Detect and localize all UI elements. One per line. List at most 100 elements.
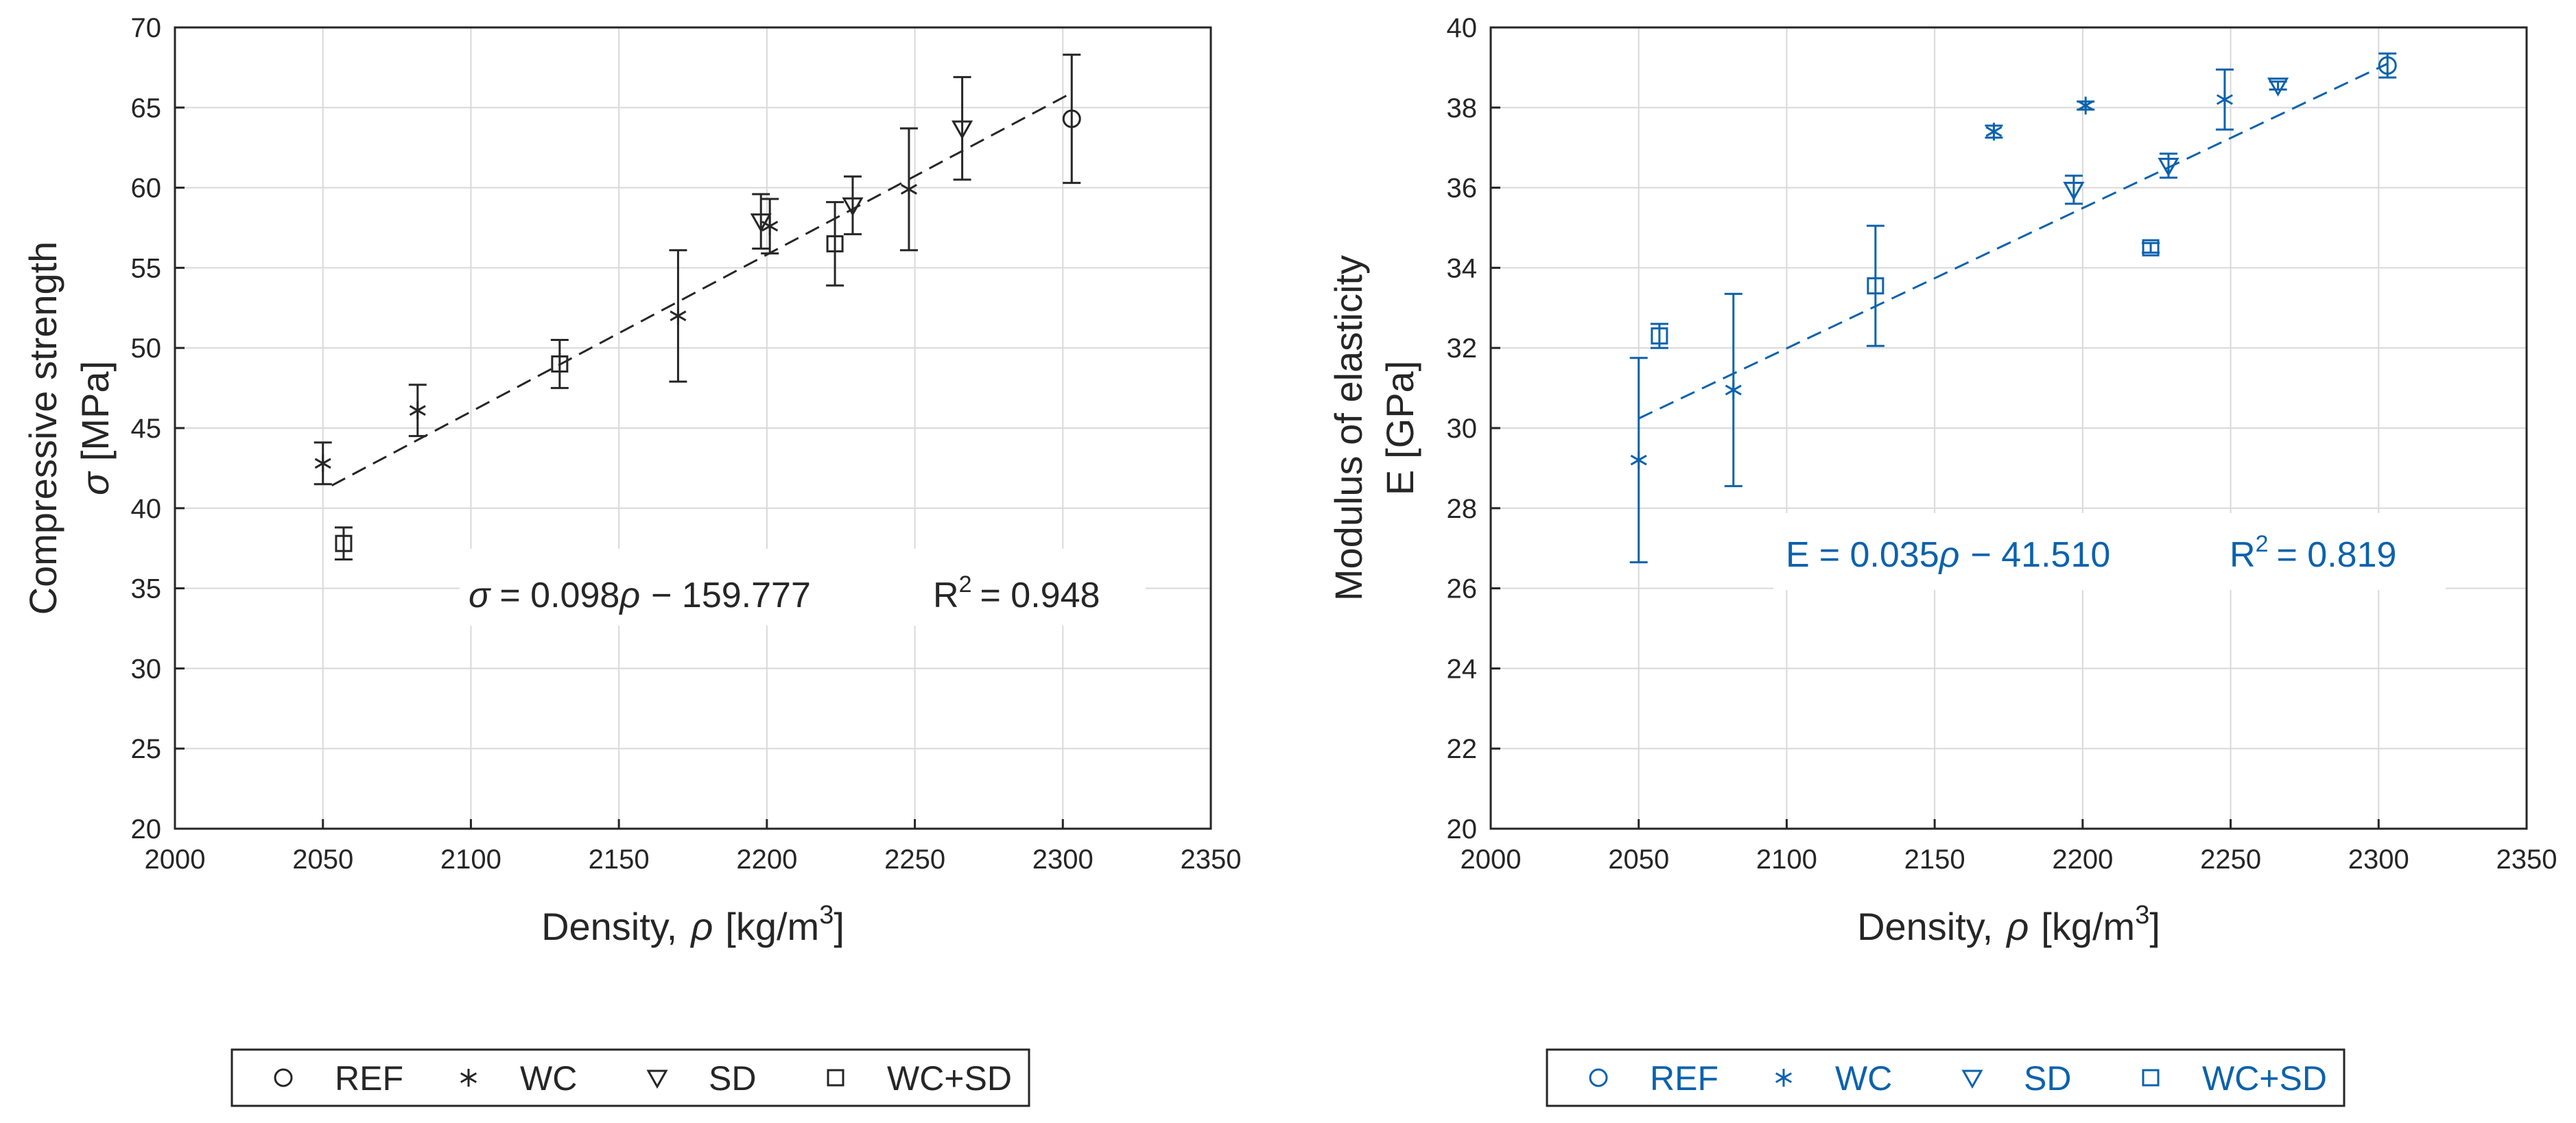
- data-point-ref: [2378, 52, 2397, 79]
- r-squared-symbol: R: [933, 576, 959, 615]
- data-point-wc-sd: [1650, 322, 1668, 349]
- equation-box: [460, 549, 1146, 626]
- data-point-wc: [1629, 357, 1648, 564]
- legend-items: REF WC SD WC+SD: [1589, 1059, 2327, 1098]
- y-tick-label: 25: [131, 734, 162, 764]
- legend-marker-square: [827, 1069, 844, 1087]
- marker-triangle: [842, 197, 864, 217]
- x-tick-label: 2050: [292, 844, 353, 875]
- data-point-wc-sd: [826, 201, 844, 287]
- data-point-wc-sd: [1866, 224, 1884, 347]
- data-points: [1629, 52, 2397, 564]
- y-axis-label-symbol: σ: [73, 471, 117, 495]
- legend-marker-circle: [1589, 1068, 1608, 1087]
- y-tick-label: 20: [131, 814, 162, 844]
- marker-star: [2216, 91, 2233, 109]
- r-squared-text: R2 = 0.819: [2230, 531, 2396, 575]
- marker-square: [826, 235, 844, 252]
- equation-slope: = 0.098: [499, 576, 619, 615]
- y-axis-label-unit: [MPa]: [73, 361, 117, 461]
- y-tick-label: 34: [1447, 253, 1478, 283]
- data-point-wc: [408, 383, 427, 438]
- legend-box: [1546, 1048, 2345, 1107]
- legend-item-wc: WC: [460, 1059, 577, 1098]
- equation-box: [1773, 513, 2446, 590]
- x-tick-label: 2150: [1904, 844, 1965, 875]
- data-point-wc-sd: [2142, 239, 2160, 257]
- r-squared-symbol: R: [2230, 535, 2256, 575]
- legend-label: REF: [335, 1059, 403, 1098]
- y-tick-label: 30: [1447, 414, 1478, 444]
- x-axis-label-symbol: ρ: [689, 905, 713, 948]
- equation-variable: ρ: [1938, 535, 1960, 575]
- marker-square: [335, 534, 353, 552]
- fit-line: [331, 92, 1072, 487]
- x-tick-label: 2000: [145, 844, 206, 875]
- marker-triangle: [2158, 157, 2179, 177]
- data-point-wc: [2215, 68, 2234, 131]
- y-tick-label: 22: [1447, 734, 1478, 764]
- marker-star: [670, 307, 687, 325]
- x-tick-labels: 2000 2050 2100 2150 2200 2250 2300 2350: [145, 844, 1242, 875]
- data-point-sd: [2063, 174, 2085, 205]
- y-tick-label: 20: [1447, 814, 1478, 844]
- x-axis-label-exponent: 3: [2135, 901, 2149, 930]
- marker-triangle: [2267, 78, 2289, 97]
- x-tick-label: 2300: [1032, 844, 1094, 875]
- equation-intercept: − 159.777: [651, 576, 811, 615]
- legend-item-ref: REF: [274, 1059, 403, 1098]
- marker-triangle: [2063, 182, 2085, 201]
- legend: REF WC SD WC+SD: [1546, 1048, 2345, 1107]
- legend-label: WC+SD: [2202, 1059, 2327, 1098]
- x-axis-label: Density, ρ [kg/m3]: [1857, 901, 2160, 948]
- data-point-wc: [669, 249, 687, 383]
- x-axis-label: Density, ρ [kg/m3]: [541, 901, 844, 948]
- y-axis-label-unit-line: E [GPa]: [1378, 361, 1421, 496]
- y-axis-label-title: Compressive strength: [21, 241, 64, 615]
- marker-circle: [2378, 56, 2397, 75]
- y-axis-label-symbol: E: [1378, 470, 1421, 495]
- data-point-wc-sd: [334, 526, 353, 561]
- y-tick-label: 55: [131, 253, 162, 283]
- legend-items: REF WC SD WC+SD: [274, 1059, 1012, 1098]
- marker-star: [314, 454, 331, 473]
- equation-text: E = 0.035ρ − 41.510: [1786, 535, 2110, 575]
- y-tick-label: 30: [131, 654, 162, 684]
- legend-item-ref: REF: [1589, 1059, 1718, 1098]
- y-tick-label: 60: [131, 174, 162, 204]
- legend-marker-triangle: [646, 1069, 668, 1089]
- r-squared-exponent: 2: [2256, 531, 2269, 557]
- y-axis-label-title: Modulus of elasticity: [1327, 255, 1370, 601]
- legend-box: [231, 1048, 1030, 1107]
- legend-label: WC: [1835, 1059, 1892, 1098]
- marker-star: [2077, 96, 2094, 115]
- x-axis-label-close: ]: [2149, 905, 2160, 948]
- x-tick-label: 2150: [589, 844, 650, 875]
- y-tick-label: 32: [1447, 333, 1478, 364]
- marker-star: [900, 180, 917, 198]
- regression-line: [1638, 62, 2388, 420]
- y-tick-label: 40: [131, 494, 162, 524]
- x-axis-label-prefix: Density,: [541, 905, 677, 948]
- x-axis-label-exponent: 3: [819, 901, 834, 930]
- y-tick-label: 50: [131, 333, 162, 364]
- y-tick-label: 28: [1447, 494, 1478, 524]
- r-squared-exponent: 2: [959, 571, 972, 598]
- marker-square: [1867, 277, 1884, 295]
- x-tick-labels: 2000 2050 2100 2150 2200 2250 2300 2350: [1461, 844, 2557, 875]
- data-point-wc: [761, 198, 779, 255]
- x-tick-label: 2000: [1461, 844, 1522, 875]
- y-tick-label: 40: [1447, 13, 1478, 43]
- y-tick-label: 65: [131, 93, 162, 123]
- data-point-wc: [2077, 96, 2095, 115]
- marker-square: [551, 355, 569, 373]
- marker-star: [1725, 381, 1742, 399]
- legend-item-wc: WC: [1775, 1059, 1892, 1098]
- x-tick-label: 2300: [2348, 844, 2409, 875]
- legend-item-wc-sd: WC+SD: [827, 1059, 1012, 1098]
- x-tick-label: 2250: [2200, 844, 2261, 875]
- data-point-wc: [899, 127, 918, 252]
- legend-label: SD: [709, 1059, 756, 1098]
- fit-line: [1638, 62, 2388, 420]
